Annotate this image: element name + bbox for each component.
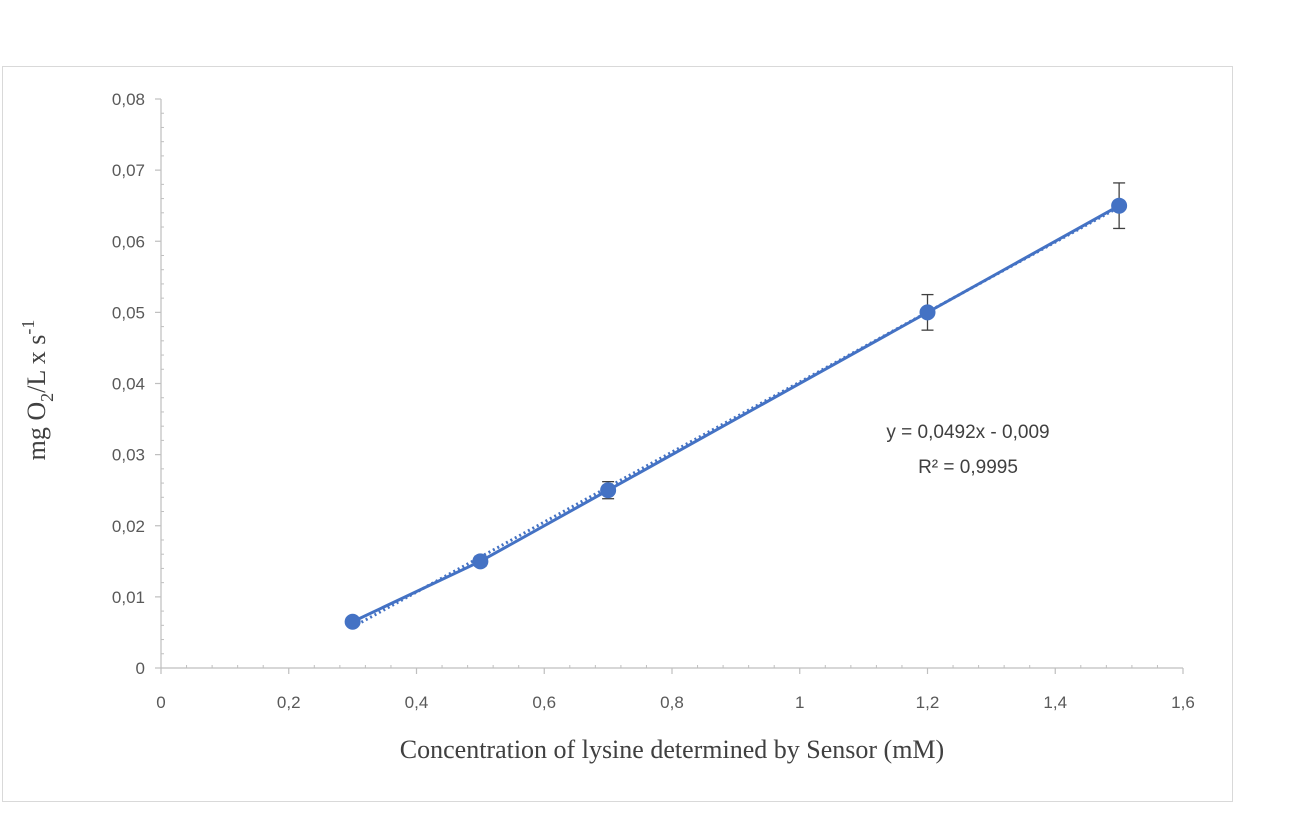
data-point (1111, 197, 1128, 214)
data-points (344, 197, 1128, 630)
y-axis-title: mg O2/L x s-1 (18, 320, 57, 461)
y-tick-label: 0,02 (112, 517, 145, 536)
data-point (919, 304, 936, 321)
y-axis-title-middle: /L x s (22, 335, 51, 393)
series-line (351, 204, 1120, 624)
y-tick-label: 0,04 (112, 375, 145, 394)
x-tick-labels: 0 0,2 0,4 0,6 0,8 1 1,2 1,4 1,6 (156, 693, 1195, 712)
y-tick-label: 0 (136, 659, 145, 678)
error-bars (346, 182, 1126, 626)
data-point (472, 553, 489, 570)
y-axis-title-prefix: mg O (22, 402, 51, 461)
y-tick-labels: 0 0,01 0,02 0,03 0,04 0,05 0,06 0,07 0,08 (112, 90, 145, 678)
x-tick-label: 0,6 (532, 693, 556, 712)
x-tick-label: 0 (156, 693, 165, 712)
x-tick-label: 0,8 (660, 693, 684, 712)
series-group (351, 204, 1120, 624)
trendline-equation: y = 0,0492x - 0,009 (886, 422, 1049, 443)
x-axis-title: Concentration of lysine determined by Se… (400, 735, 944, 764)
r-squared-label: R² = 0,9995 (918, 457, 1018, 478)
x-tick-label: 1,2 (916, 693, 940, 712)
y-axis-title-superscript: -1 (18, 320, 38, 335)
y-tick-label: 0,07 (112, 161, 145, 180)
x-tick-label: 1,6 (1171, 693, 1195, 712)
chart-frame (2, 66, 1233, 802)
y-axis-title-subscript: 2 (37, 393, 57, 402)
x-tick-label: 0,2 (277, 693, 301, 712)
y-tick-label: 0,06 (112, 232, 145, 251)
y-tick-label: 0,01 (112, 588, 145, 607)
y-tick-label: 0,03 (112, 446, 145, 465)
x-tick-label: 1 (795, 693, 804, 712)
y-tick-label: 0,08 (112, 90, 145, 109)
axes (155, 98, 1184, 674)
data-point (344, 613, 361, 630)
y-tick-label: 0,05 (112, 303, 145, 322)
x-tick-label: 0,4 (405, 693, 429, 712)
data-point (600, 482, 617, 499)
x-tick-label: 1,4 (1043, 693, 1067, 712)
